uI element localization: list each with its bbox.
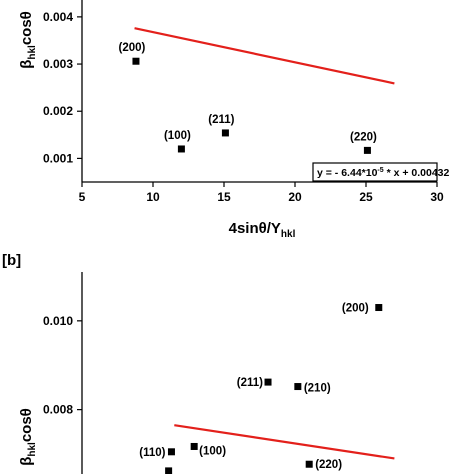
chart-b-point xyxy=(305,460,313,468)
chart-a-x-tick-label: 5 xyxy=(79,190,86,204)
chart-b-point-label: (100) xyxy=(199,445,226,457)
chart-a-point xyxy=(177,145,185,153)
chart-a-point xyxy=(132,57,140,65)
chart-b-point xyxy=(294,383,302,391)
chart-b-y-tick-label: 0.008 xyxy=(43,403,73,417)
chart-b-point xyxy=(264,378,272,386)
chart-a-equation: y = - 6.44*10-5 * x + 0.00432 xyxy=(317,167,449,179)
chart-b-y-tick-label: 0.010 xyxy=(43,314,73,328)
chart-b-point-label: (210) xyxy=(304,383,331,395)
chart-b-y-axis-title: βhklcosθ xyxy=(18,408,38,466)
chart-b-point-label: (220) xyxy=(315,459,342,471)
chart-b-point-label: (200) xyxy=(342,303,369,315)
chart-a-x-tick-label: 20 xyxy=(288,190,302,204)
chart-a-point xyxy=(363,146,371,154)
chart-b-point-label: (110) xyxy=(139,447,165,459)
chart-a-x-tick-label: 15 xyxy=(217,190,231,204)
chart-b-fit-line xyxy=(174,424,395,460)
chart-a-x-tick-label: 30 xyxy=(430,190,444,204)
chart-a-point xyxy=(221,129,229,137)
chart-b-point xyxy=(375,304,383,312)
chart-b-panel-label: [b] xyxy=(2,252,21,269)
chart-b-point xyxy=(190,442,198,450)
chart-a-x-tick-label: 25 xyxy=(359,190,373,204)
chart-a-y-tick-label: 0.002 xyxy=(43,104,73,118)
chart-a-y-tick-label: 0.001 xyxy=(43,151,73,165)
chart-a-y-tick-label: 0.004 xyxy=(43,10,73,24)
chart-a-x-tick-label: 10 xyxy=(146,190,160,204)
chart-a-point-label: (220) xyxy=(350,131,377,143)
chart-a-point-label: (100) xyxy=(164,130,191,142)
chart-b-point xyxy=(167,448,175,456)
chart-a-fit-line xyxy=(134,27,395,85)
chart-a-x-axis-title: 4sinθ/Yhkl xyxy=(229,220,296,240)
chart-a-point-label: (211) xyxy=(208,114,234,126)
chart-a-y-tick-label: 0.003 xyxy=(43,57,73,71)
chart-a-equation-box xyxy=(312,162,438,182)
chart-a-y-axis-title: βhklcosθ xyxy=(18,11,38,69)
chart-a-point-label: (200) xyxy=(119,42,146,54)
chart-a: 5 10 15 20 25 30 0.001 0.002 0.003 0.004 (200) (1… xyxy=(18,0,449,240)
chart-b-point xyxy=(165,467,173,474)
chart-b-point-label: (211) xyxy=(237,377,263,389)
